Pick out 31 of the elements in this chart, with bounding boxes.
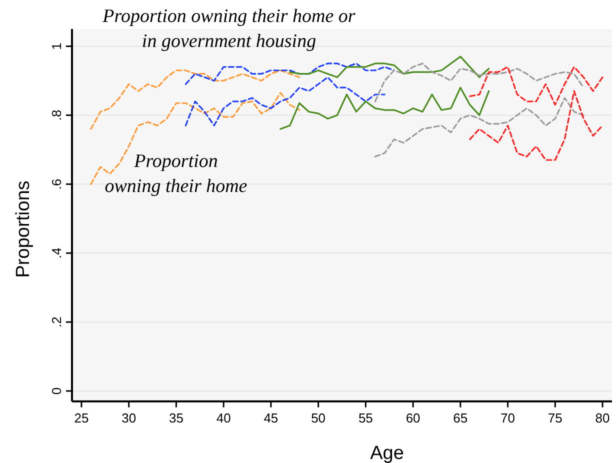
x-axis-title: Age: [370, 443, 404, 463]
line-series: [289, 56, 490, 78]
line-series: [469, 66, 604, 106]
x-tick-label: 65: [453, 410, 468, 426]
x-tick-label: 35: [168, 410, 184, 426]
x-tick-label: 30: [122, 410, 136, 426]
y-tick-label: .8: [49, 110, 64, 121]
annotation: Proportion owning their home: [104, 151, 248, 197]
line-series: [90, 70, 300, 130]
line-series: [184, 76, 386, 126]
line-series: [184, 62, 395, 85]
x-tick-label: 75: [548, 410, 562, 426]
y-tick-label: 1: [49, 42, 64, 50]
y-tick-label: .4: [49, 248, 64, 259]
x-tick-label: 50: [311, 410, 326, 426]
line-series: [374, 62, 584, 102]
x-tick-label: 40: [216, 410, 231, 426]
y-tick-label: .2: [49, 316, 64, 328]
y-tick-label: 0: [49, 387, 64, 395]
x-tick-label: 80: [595, 410, 610, 426]
x-tick-label: 55: [358, 410, 373, 426]
line-series: [280, 86, 490, 130]
x-tick-label: 25: [74, 410, 89, 426]
x-tick-label: 60: [406, 410, 420, 426]
y-axis-title: Proportions: [13, 180, 34, 278]
line-series: [469, 90, 604, 161]
x-tick-label: 45: [264, 410, 278, 426]
x-tick-label: 70: [500, 410, 516, 426]
annotation: Proportion owning their home or in government housing: [102, 6, 356, 52]
line-series: [374, 97, 584, 158]
y-tick-label: .6: [49, 178, 64, 190]
